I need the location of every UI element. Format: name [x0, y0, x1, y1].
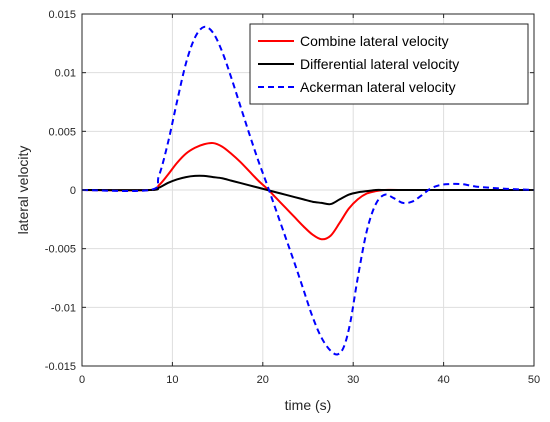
x-tick-labels: 0 10 20 30 40 50 — [79, 374, 540, 386]
legend-differential-label: Differential lateral velocity — [300, 56, 459, 72]
combine-lateral-velocity-line — [81, 141, 534, 241]
legend: Combine lateral velocity Differential la… — [249, 23, 529, 105]
y-tick-label: 0 — [70, 185, 76, 197]
y-axis-label: lateral velocity — [15, 146, 31, 235]
x-tick-label: 10 — [166, 374, 178, 386]
axis-ticks — [81, 13, 535, 367]
x-tick-label: 0 — [79, 374, 85, 386]
series-lines — [81, 25, 535, 356]
ackerman-lateral-velocity-line — [81, 25, 535, 356]
legend-combine-label: Combine lateral velocity — [300, 33, 449, 49]
y-tick-label: 0.015 — [48, 9, 76, 21]
legend-box — [249, 23, 529, 105]
y-tick-label: 0.005 — [48, 126, 76, 138]
y-tick-label: 0.01 — [55, 68, 76, 80]
y-tick-label: -0.005 — [45, 244, 76, 256]
y-tick-label: -0.015 — [45, 361, 76, 373]
x-axis-label: time (s) — [285, 397, 332, 413]
legend-ackerman-label: Ackerman lateral velocity — [300, 79, 456, 95]
x-tick-label: 40 — [437, 374, 449, 386]
y-tick-label: -0.01 — [51, 302, 76, 314]
y-tick-labels: 0.015 0.01 0.005 0 -0.005 -0.01 -0.015 — [45, 9, 76, 373]
differential-lateral-velocity-line — [81, 174, 534, 206]
x-tick-label: 20 — [257, 374, 269, 386]
x-tick-label: 50 — [528, 374, 540, 386]
x-tick-label: 30 — [347, 374, 359, 386]
